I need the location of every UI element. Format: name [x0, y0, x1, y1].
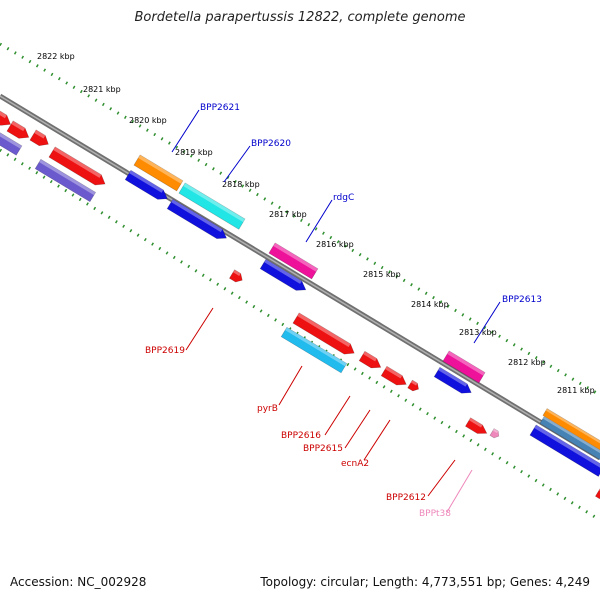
- tick-label: 2816 kbp: [316, 240, 354, 249]
- gene-label[interactable]: BPP2616: [281, 431, 321, 441]
- topology-stats: Topology: circular; Length: 4,773,551 bp…: [260, 575, 590, 589]
- gene-feature[interactable]: [166, 198, 229, 243]
- leader-line: [446, 469, 473, 513]
- tick-labels: 2822 kbp 2821 kbp 2820 kbp 2819 kbp 2818 kbp…: [37, 52, 595, 395]
- gene-label[interactable]: BPP2615: [303, 444, 343, 454]
- leader-line: [223, 145, 251, 183]
- leader-line: [171, 109, 200, 153]
- gene-feature[interactable]: [178, 182, 246, 230]
- gene-feature[interactable]: [407, 379, 421, 393]
- gene-label[interactable]: BPP2612: [386, 493, 426, 503]
- gene-feature[interactable]: [442, 350, 486, 384]
- inner-tick-track: [0, 148, 600, 522]
- gene-feature[interactable]: [380, 365, 409, 389]
- gene-label[interactable]: ecnA2: [341, 459, 369, 469]
- tick-label: 2817 kbp: [269, 210, 307, 219]
- tick-label: 2813 kbp: [459, 328, 497, 337]
- leader-line: [427, 459, 456, 497]
- tick-label: 2820 kbp: [129, 116, 167, 125]
- gene-feature[interactable]: [292, 312, 357, 358]
- leader-line: [473, 301, 501, 344]
- gene-feature[interactable]: [489, 428, 501, 440]
- tick-label: 2818 kbp: [222, 180, 260, 189]
- tick-label: 2812 kbp: [508, 358, 546, 367]
- tick-label: 2815 kbp: [363, 270, 401, 279]
- gene-label[interactable]: BPPt38: [419, 509, 451, 519]
- gene-feature[interactable]: [595, 487, 600, 501]
- gene-feature[interactable]: [539, 416, 600, 460]
- gene-feature[interactable]: [0, 127, 23, 156]
- leader-line: [305, 199, 333, 243]
- gene-feature[interactable]: [433, 366, 474, 397]
- gene-feature[interactable]: [34, 158, 97, 203]
- gene-labels: BPP2621 BPP2620 rdgC BPP2613 BPP2619 pyrB BPP2…: [145, 103, 542, 519]
- gene-label[interactable]: rdgC: [333, 193, 354, 203]
- outer-tick-track: [0, 42, 600, 397]
- gene-feature[interactable]: [6, 120, 32, 143]
- gene-feature[interactable]: [133, 154, 184, 192]
- leader-line: [324, 395, 351, 436]
- tick-label: 2821 kbp: [83, 85, 121, 94]
- leader-line: [278, 365, 303, 406]
- gene-label[interactable]: pyrB: [257, 404, 278, 414]
- label-leaders: [171, 109, 501, 513]
- gene-feature[interactable]: [465, 417, 489, 438]
- gene-feature[interactable]: [29, 129, 52, 150]
- gene-label[interactable]: BPP2613: [502, 295, 542, 305]
- gene-feature[interactable]: [0, 106, 14, 130]
- gene-feature[interactable]: [229, 269, 244, 285]
- gene-label[interactable]: BPP2619: [145, 346, 185, 356]
- accession-text: Accession: NC_002928: [10, 575, 147, 589]
- gene-label[interactable]: BPP2620: [251, 139, 291, 149]
- tick-label: 2814 kbp: [411, 300, 449, 309]
- gene-feature[interactable]: [358, 350, 384, 372]
- leader-line: [363, 419, 391, 461]
- gene-feature[interactable]: [268, 242, 319, 280]
- leader-line: [344, 409, 371, 449]
- gene-feature[interactable]: [124, 169, 170, 203]
- gene-feature[interactable]: [259, 258, 308, 294]
- gene-feature[interactable]: [542, 408, 600, 452]
- tick-label: 2822 kbp: [37, 52, 75, 61]
- gene-feature[interactable]: [280, 326, 348, 374]
- tick-label: 2819 kbp: [175, 148, 213, 157]
- gene-feature[interactable]: [48, 146, 108, 189]
- leader-line: [185, 307, 214, 351]
- genome-title: Bordetella parapertussis 12822, complete…: [134, 10, 466, 25]
- gene-label[interactable]: BPP2621: [200, 103, 240, 113]
- tick-label: 2811 kbp: [557, 386, 595, 395]
- gene-features: [0, 106, 600, 501]
